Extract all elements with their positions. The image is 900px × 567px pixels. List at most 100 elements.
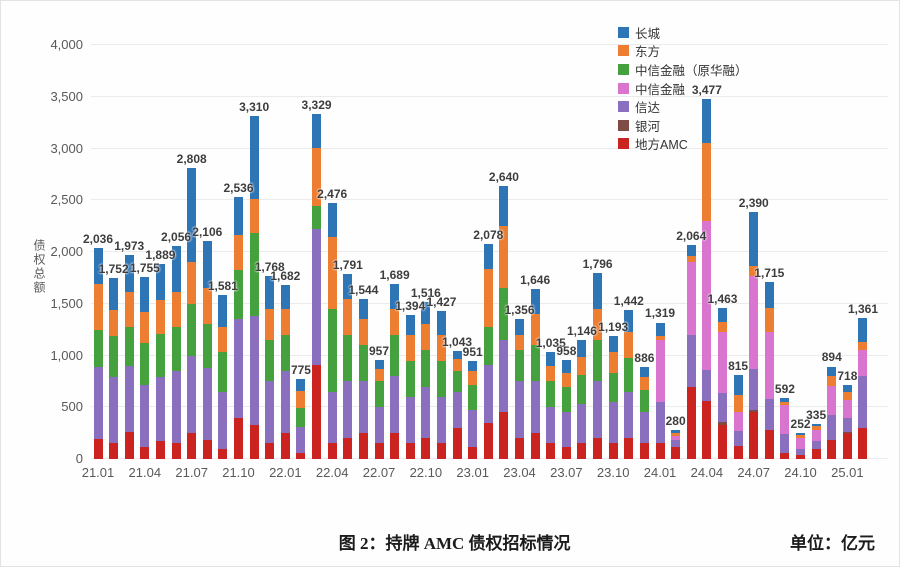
bar: 1,752 bbox=[99, 262, 129, 459]
bar-segment-local_amc bbox=[577, 443, 587, 459]
bar-segment-changcheng bbox=[296, 378, 306, 391]
legend-swatch-icon bbox=[618, 26, 629, 38]
bar-segment-citic_huarong bbox=[358, 345, 368, 382]
bar-segment-local_amc bbox=[796, 454, 806, 459]
bar-segment-dongfang bbox=[265, 308, 275, 340]
bar-segment-changcheng bbox=[655, 322, 665, 336]
bar-total-label: 1,193 bbox=[598, 319, 629, 334]
bar-segment-local_amc bbox=[452, 427, 462, 459]
bar-segment-dongfang bbox=[546, 365, 556, 382]
bar-segment-changcheng bbox=[202, 241, 212, 289]
bar-segment-local_amc bbox=[780, 452, 790, 459]
bar-segment-xinda bbox=[265, 381, 275, 444]
bar-segment-xinda bbox=[374, 407, 384, 444]
bar-segment-changcheng bbox=[358, 299, 368, 320]
bar: 957 bbox=[369, 344, 389, 459]
bar: 1,146 bbox=[567, 324, 597, 459]
legend-swatch-icon bbox=[618, 45, 629, 57]
bar-segment-local_amc bbox=[155, 441, 165, 459]
legend-swatch-icon bbox=[618, 119, 629, 131]
bar: 886 bbox=[634, 351, 654, 459]
bar-segment-citic_huarong bbox=[468, 384, 478, 411]
bar-segment-local_amc bbox=[280, 433, 290, 459]
x-tick-label: 23.10 bbox=[596, 465, 630, 480]
bar-segment-changcheng bbox=[390, 284, 400, 309]
bar-segment-local_amc bbox=[93, 439, 103, 459]
legend-label: 中信金融（原华融） bbox=[635, 63, 748, 78]
bar-segment-citic_huarong bbox=[265, 340, 275, 382]
bar-segment-dongfang bbox=[374, 368, 384, 382]
bar-segment-changcheng bbox=[93, 248, 103, 285]
bar-segment-yinhe bbox=[749, 410, 759, 413]
bar-segment-dongfang bbox=[218, 326, 228, 353]
bar-segment-citic_huarong bbox=[343, 334, 353, 382]
bar-segment-changcheng bbox=[686, 245, 696, 257]
legend-label: 地方AMC bbox=[635, 138, 688, 153]
legend-item-citic_huarong: 中信金融（原华融） bbox=[618, 60, 748, 79]
bar-segment-dongfang bbox=[452, 358, 462, 372]
legend-swatch-icon bbox=[618, 63, 629, 75]
bar-segment-changcheng bbox=[109, 277, 119, 310]
bar-segment-local_amc bbox=[109, 443, 119, 459]
bar: 1,768 bbox=[255, 260, 285, 459]
bar-segment-changcheng bbox=[546, 351, 556, 366]
bar-segment-citic_huarong bbox=[312, 205, 322, 230]
x-tick-label: 23.07 bbox=[550, 465, 583, 480]
bar-segment-changcheng bbox=[468, 360, 478, 372]
bar-segment-local_amc bbox=[671, 446, 681, 459]
bar-segment-dongfang bbox=[827, 376, 837, 386]
bar-segment-xinda bbox=[390, 376, 400, 434]
bar-segment-local_amc bbox=[593, 438, 603, 459]
bar-segment-dongfang bbox=[234, 235, 243, 270]
legend-label: 银河 bbox=[635, 119, 661, 134]
bar-segment-citic_new bbox=[780, 405, 790, 435]
bar-segment-citic_new bbox=[655, 340, 665, 403]
bar-total-label: 592 bbox=[774, 381, 795, 396]
bar-total-label: 2,476 bbox=[317, 186, 348, 201]
bar-segment-citic_huarong bbox=[109, 335, 119, 378]
bar-total-label: 1,791 bbox=[332, 257, 363, 272]
bar-segment-xinda bbox=[202, 367, 212, 441]
legend: 长城 东方 中信金融（原华融） 中信金融 信达 银河 地方AMC bbox=[618, 23, 748, 153]
bar-segment-xinda bbox=[218, 391, 228, 449]
bar-total-label: 1,146 bbox=[566, 324, 597, 339]
bar-segment-dongfang bbox=[764, 307, 774, 332]
bar-segment-local_amc bbox=[639, 443, 649, 459]
bar-segment-citic_huarong bbox=[234, 269, 243, 320]
bar-total-label: 957 bbox=[369, 343, 390, 358]
bar-segment-citic_huarong bbox=[202, 324, 212, 368]
bar-total-label: 1,646 bbox=[520, 272, 551, 287]
bar: 1,361 bbox=[848, 302, 878, 459]
bar-total-label: 894 bbox=[821, 350, 842, 365]
x-tick-label: 22.10 bbox=[409, 465, 443, 480]
bar-total-label: 2,390 bbox=[738, 195, 769, 210]
bar-segment-changcheng bbox=[842, 384, 852, 393]
bar: 1,035 bbox=[536, 336, 566, 459]
bar-segment-xinda bbox=[327, 391, 337, 444]
bar-segment-citic_huarong bbox=[421, 350, 431, 387]
y-tick-label: 2,000 bbox=[50, 244, 83, 259]
bar-segment-dongfang bbox=[702, 143, 712, 221]
x-tick-label: 21.07 bbox=[175, 465, 208, 480]
bar: 2,036 bbox=[83, 232, 113, 459]
bar: 280 bbox=[666, 414, 686, 459]
gridline bbox=[91, 147, 888, 149]
bar-total-label: 1,973 bbox=[114, 238, 145, 253]
bar-segment-local_amc bbox=[515, 438, 525, 459]
legend-label: 信达 bbox=[635, 101, 661, 116]
bar-total-label: 2,036 bbox=[82, 232, 114, 247]
bar-segment-citic_new bbox=[811, 430, 821, 442]
bar-segment-changcheng bbox=[499, 185, 509, 227]
bar: 815 bbox=[728, 359, 748, 459]
bar-segment-citic_huarong bbox=[405, 360, 415, 397]
bar-segment-dongfang bbox=[671, 433, 681, 437]
bar: 1,682 bbox=[270, 269, 300, 459]
bar: 1,791 bbox=[333, 258, 363, 459]
x-tick-label: 23.04 bbox=[503, 465, 536, 480]
bar-total-label: 1,581 bbox=[207, 279, 238, 294]
y-tick-label: 2,500 bbox=[50, 192, 83, 208]
bar-segment-local_amc bbox=[608, 443, 618, 459]
bar-segment-local_amc bbox=[655, 443, 665, 459]
bar-segment-xinda bbox=[780, 434, 790, 453]
bar-segment-xinda bbox=[702, 370, 712, 402]
